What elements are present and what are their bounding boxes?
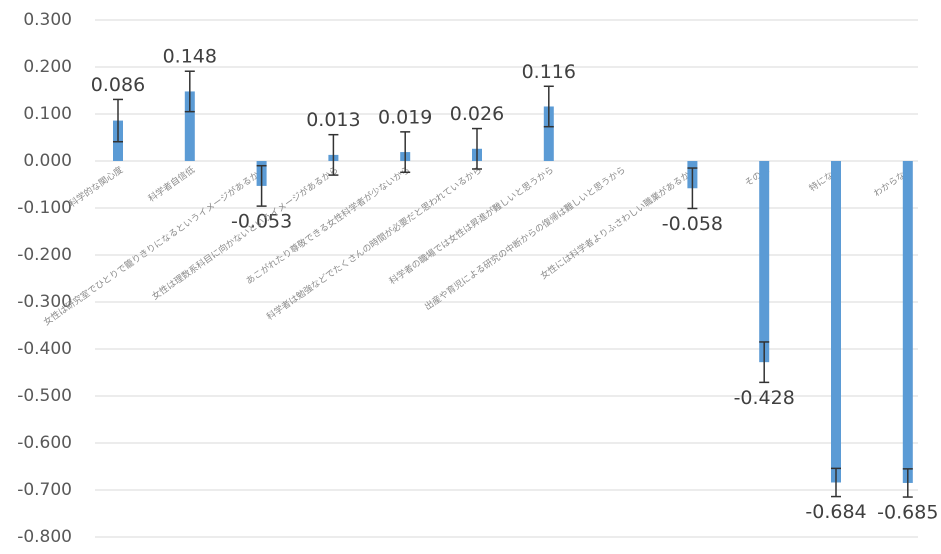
- y-tick-label: -0.700: [17, 480, 72, 500]
- y-tick-label: -0.800: [17, 527, 72, 547]
- value-label: 0.116: [522, 61, 576, 83]
- bar: [831, 161, 841, 483]
- y-tick-label: -0.400: [17, 339, 72, 359]
- y-tick-label: 0.000: [23, 151, 72, 171]
- value-label: -0.685: [877, 502, 938, 524]
- value-label: 0.013: [306, 109, 360, 131]
- value-label: -0.058: [662, 213, 723, 235]
- y-tick-label: -0.300: [17, 292, 72, 312]
- x-tick-label: 科学的な関心度: [67, 164, 126, 210]
- y-tick-label: -0.100: [17, 198, 72, 218]
- bar: [543, 106, 554, 161]
- value-label: -0.053: [231, 211, 292, 233]
- bar: [759, 161, 770, 363]
- value-label: 0.026: [450, 103, 504, 125]
- y-tick-label: -0.600: [17, 433, 72, 453]
- y-tick-label: 0.100: [23, 104, 72, 124]
- value-label: 0.019: [378, 106, 432, 128]
- value-label: -0.428: [734, 387, 795, 409]
- bar: [184, 91, 195, 161]
- y-tick-label: -0.500: [17, 386, 72, 406]
- y-tick-label: -0.200: [17, 245, 72, 265]
- x-tick-label: 科学者自信低: [146, 164, 197, 205]
- y-tick-label: 0.300: [23, 10, 72, 30]
- y-tick-label: 0.200: [23, 57, 72, 77]
- bar: [902, 161, 913, 483]
- value-label: 0.148: [163, 46, 217, 68]
- value-label: 0.086: [91, 74, 145, 96]
- value-label: -0.684: [805, 501, 866, 523]
